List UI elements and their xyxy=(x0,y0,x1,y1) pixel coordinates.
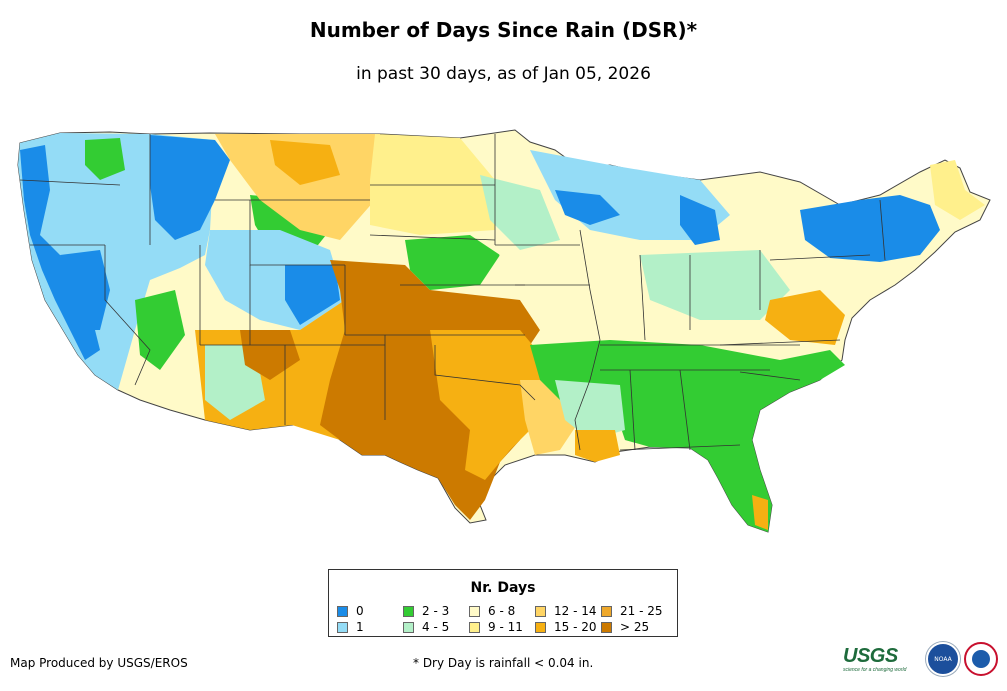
legend-label: 15 - 20 xyxy=(554,620,597,634)
legend-label: 9 - 11 xyxy=(488,620,523,634)
border-il-in xyxy=(639,254,646,341)
border-wa-or xyxy=(19,179,121,186)
legend-item: 9 - 11 xyxy=(469,619,535,635)
legend-item: 12 - 14 xyxy=(535,603,601,619)
map-title: Number of Days Since Rain (DSR)* xyxy=(309,18,698,42)
region-texas-15-20 xyxy=(430,330,545,480)
legend-item: > 25 xyxy=(601,619,667,635)
legend-item: 6 - 8 xyxy=(469,603,535,619)
legend-title: Nr. Days xyxy=(470,580,536,596)
region-maine-6-8 xyxy=(930,160,985,220)
state-borders xyxy=(19,134,886,451)
region-sierra-0day xyxy=(60,250,110,330)
legend-swatch xyxy=(337,605,348,617)
legend-item: 4 - 5 xyxy=(403,619,469,635)
legend-swatch xyxy=(469,621,480,633)
border-al-ga xyxy=(679,369,691,451)
legend-swatch xyxy=(601,621,612,633)
region-montana-15-20 xyxy=(270,140,340,185)
region-nevada-green xyxy=(135,290,185,370)
region-fl-tip-15-20 xyxy=(752,495,768,530)
legend-label: 12 - 14 xyxy=(554,604,597,618)
border-new-england xyxy=(879,199,886,261)
region-nebraska-green xyxy=(405,235,500,290)
region-wa-green xyxy=(85,138,125,180)
legend-label: 4 - 5 xyxy=(422,620,450,634)
legend-item: 0 xyxy=(337,603,403,619)
legend-label: > 25 xyxy=(620,620,650,634)
map-credit: Map Produced by USGS/EROS xyxy=(10,656,188,670)
legend-item: 21 - 25 xyxy=(601,603,667,619)
usgs-logo: USGS xyxy=(843,645,898,667)
border-ga-fl xyxy=(619,444,741,451)
border-nc-sc xyxy=(739,371,801,381)
region-mississippi-4-5 xyxy=(555,380,625,440)
region-northeast-0day xyxy=(800,195,940,262)
region-iowa-4-5 xyxy=(480,175,560,250)
legend-swatch xyxy=(469,605,480,617)
legend-label: 2 - 3 xyxy=(422,604,450,618)
legend-label: 6 - 8 xyxy=(488,604,516,618)
noaa-logo: NOAA xyxy=(926,642,960,676)
legend-swatch xyxy=(403,621,414,633)
legend-item: 1 xyxy=(337,619,403,635)
dry-day-note: * Dry Day is rainfall < 0.04 in. xyxy=(413,656,594,670)
legend-label: 1 xyxy=(356,620,364,634)
border-ca-nv xyxy=(104,245,151,386)
legend-swatch xyxy=(535,605,546,617)
legend-grid: 0 1 2 - 3 4 - 5 6 - 8 9 - 11 12 - 14 15 xyxy=(337,603,667,635)
dsr-category-regions xyxy=(18,133,985,532)
region-coast-0day xyxy=(20,145,100,360)
region-great-lakes-0day xyxy=(555,190,620,225)
region-mid-atlantic-15-20 xyxy=(765,290,845,345)
map-subtitle: in past 30 days, as of Jan 05, 2026 xyxy=(356,64,651,84)
region-michigan-0day xyxy=(680,195,720,245)
legend-box: Nr. Days 0 1 2 - 3 4 - 5 6 - 8 9 - 11 12 xyxy=(328,569,678,637)
legend-label: 21 - 25 xyxy=(620,604,663,618)
legend-item: 2 - 3 xyxy=(403,603,469,619)
border-ok-tx xyxy=(434,345,536,401)
border-pa-ny xyxy=(769,254,871,261)
us-dsr-map xyxy=(17,129,991,533)
region-dakota-9-11 xyxy=(370,134,495,235)
border-sd-ne xyxy=(369,234,496,241)
region-ohio-4-5 xyxy=(640,250,790,320)
border-ms-al xyxy=(629,369,636,451)
region-colorado-0day xyxy=(285,265,340,325)
border-mississippi-river xyxy=(574,229,601,451)
legend-swatch xyxy=(337,621,348,633)
region-gulf-15-20 xyxy=(575,430,620,462)
nws-logo-emblem xyxy=(972,650,990,668)
border-va-nc xyxy=(719,339,841,346)
usgs-tagline: science for a changing world xyxy=(843,667,907,673)
nws-logo xyxy=(964,642,998,676)
legend-swatch xyxy=(403,605,414,617)
legend-item: 15 - 20 xyxy=(535,619,601,635)
legend-swatch xyxy=(601,605,612,617)
region-montana-dry xyxy=(215,134,380,240)
region-idaho-0day xyxy=(150,135,230,240)
legend-label: 0 xyxy=(356,604,364,618)
legend-swatch xyxy=(535,621,546,633)
